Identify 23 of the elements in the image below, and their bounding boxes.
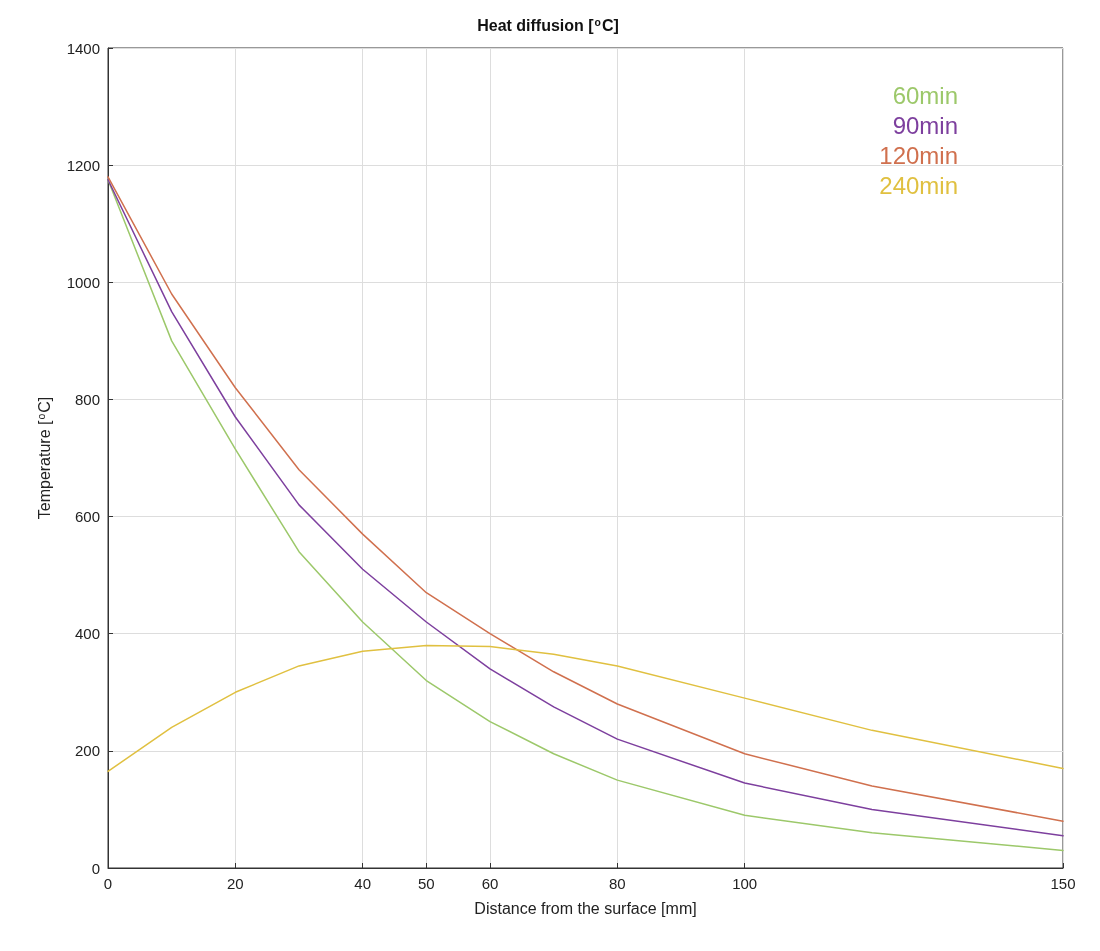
x-tick-label: 150: [1050, 875, 1076, 892]
x-tick-label: 60: [481, 875, 499, 892]
y-tick-label: 400: [74, 625, 100, 643]
x-tick-label: 40: [354, 875, 372, 892]
text: 90min: [892, 111, 958, 139]
text: 120min: [879, 141, 958, 169]
line-series: [107, 644, 1064, 773]
text: 60min: [892, 81, 958, 109]
y-tick-label: 600: [74, 508, 100, 526]
x-tick-label: 100: [732, 875, 758, 892]
y-axis-title: Temperature [oC]: [36, 396, 54, 520]
x-axis-title: Distance from the surface [mm]: [474, 899, 697, 917]
y-tick-label: 1000: [66, 273, 100, 291]
y-tick-label: 1400: [66, 39, 100, 57]
y-tick-label: 0: [91, 859, 100, 877]
text: 240min: [879, 171, 958, 199]
x-tick-label: 80: [608, 875, 626, 892]
x-tick-label: 50: [417, 875, 435, 892]
x-tick-label: 0: [103, 875, 113, 892]
y-tick-label: 200: [74, 742, 100, 760]
y-tick-label: 800: [74, 390, 100, 408]
x-tick-label: 20: [226, 875, 244, 892]
y-tick-label: 1200: [66, 156, 100, 174]
